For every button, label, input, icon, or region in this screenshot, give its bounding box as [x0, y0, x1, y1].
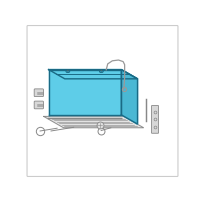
FancyBboxPatch shape	[34, 89, 43, 97]
Polygon shape	[49, 70, 121, 115]
FancyBboxPatch shape	[34, 101, 43, 109]
Ellipse shape	[99, 70, 103, 73]
Ellipse shape	[100, 70, 102, 71]
Ellipse shape	[66, 70, 70, 73]
Polygon shape	[121, 70, 138, 124]
Polygon shape	[44, 116, 144, 128]
Polygon shape	[49, 70, 138, 79]
FancyBboxPatch shape	[152, 106, 158, 133]
Ellipse shape	[67, 70, 69, 71]
